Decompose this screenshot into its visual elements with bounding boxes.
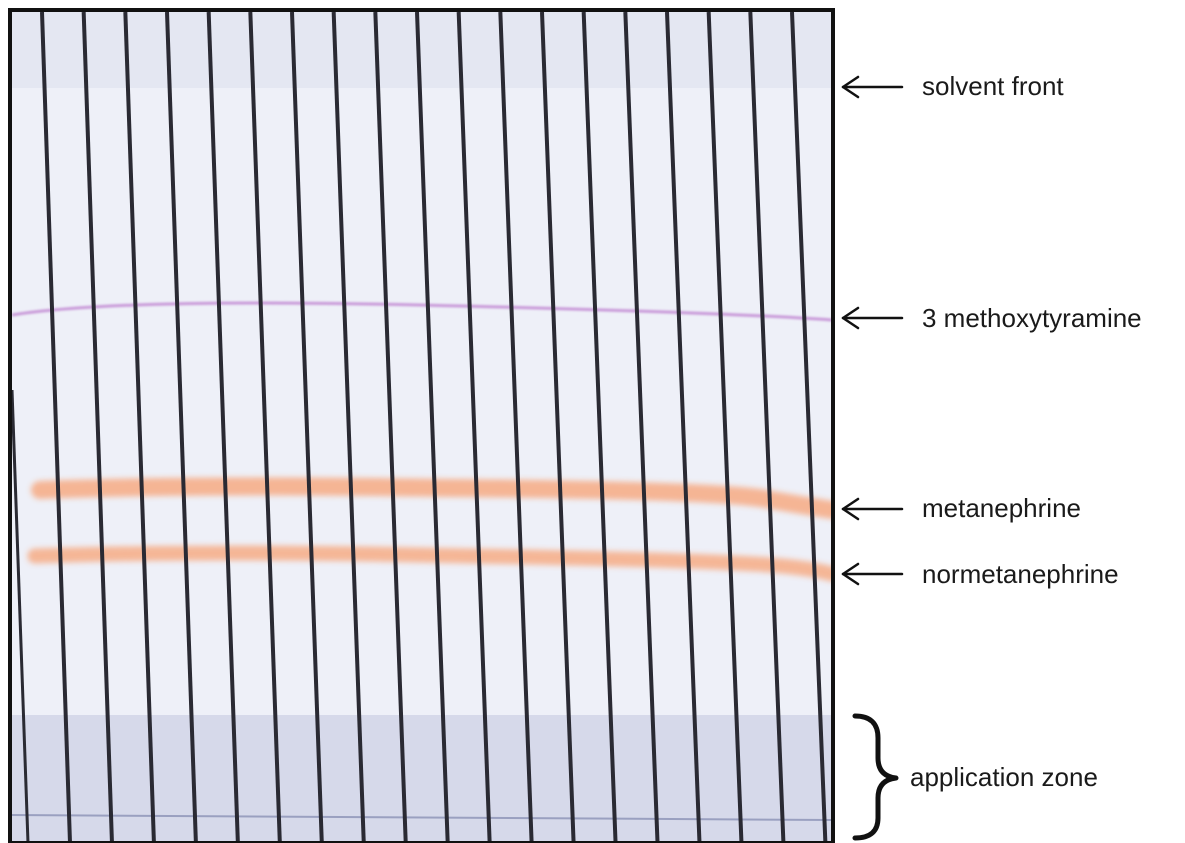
plate-border bbox=[8, 8, 835, 843]
lane-line bbox=[248, 11, 282, 843]
plate-edge-line bbox=[10, 389, 30, 843]
lane-line bbox=[706, 11, 744, 843]
lane-line bbox=[123, 11, 156, 843]
annotation-arrows bbox=[841, 75, 904, 586]
lane-line bbox=[290, 11, 324, 843]
metanephrine-arrow-icon bbox=[841, 497, 904, 521]
lane-lines bbox=[10, 11, 828, 843]
lane-line bbox=[748, 11, 786, 843]
lane-line bbox=[331, 11, 366, 843]
methoxytyramine-label: 3 methoxytyramine bbox=[922, 303, 1142, 333]
lane-line bbox=[540, 11, 576, 843]
solvent-front-label: solvent front bbox=[922, 71, 1064, 101]
lane-line bbox=[373, 11, 408, 843]
lane-line bbox=[165, 11, 198, 843]
application-zone-label: application zone bbox=[910, 762, 1098, 792]
normetanephrine-arrow-icon bbox=[841, 562, 904, 586]
lane-line bbox=[623, 11, 660, 843]
lane-line bbox=[456, 11, 492, 843]
methoxytyramine-arrow-icon bbox=[841, 306, 904, 330]
solvent-front-arrow-icon bbox=[841, 75, 904, 99]
lane-line bbox=[81, 11, 114, 843]
lane-line bbox=[40, 11, 72, 843]
lane-line bbox=[206, 11, 240, 843]
lane-line bbox=[498, 11, 534, 843]
origin-line bbox=[10, 814, 833, 821]
tlc-plate bbox=[8, 8, 835, 843]
normetanephrine-label: normetanephrine bbox=[922, 559, 1119, 589]
methoxytyramine-band bbox=[11, 301, 833, 322]
lane-line bbox=[790, 11, 828, 843]
application-zone-shade bbox=[10, 715, 833, 843]
metanephrine-label: metanephrine bbox=[922, 493, 1081, 523]
lane-line bbox=[415, 11, 450, 843]
plate-upper-shade bbox=[10, 10, 833, 88]
application-zone-brace-icon bbox=[852, 713, 899, 841]
lane-line bbox=[581, 11, 618, 843]
lane-line bbox=[665, 11, 702, 843]
